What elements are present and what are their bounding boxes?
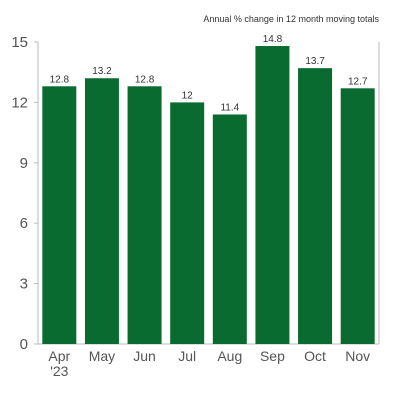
data-label: 13.7 — [305, 56, 325, 67]
x-tick-label: Aug — [217, 348, 242, 364]
x-tick-label: May — [89, 348, 115, 364]
data-label: 12 — [182, 90, 194, 101]
data-label: 12.7 — [348, 76, 368, 87]
x-tick-label: Nov — [345, 348, 370, 364]
y-tick-label: 0 — [20, 336, 28, 353]
data-label: 13.2 — [92, 66, 112, 77]
x-tick-label: '23 — [50, 363, 68, 379]
data-label: 11.4 — [220, 102, 239, 113]
bar — [127, 86, 162, 344]
bar — [298, 68, 333, 344]
data-label: 12.8 — [135, 74, 155, 85]
y-tick-label: 15 — [11, 34, 28, 51]
x-tick-label: Oct — [304, 348, 326, 364]
bar — [255, 46, 290, 344]
bar — [170, 102, 205, 345]
x-tick-label: Jun — [133, 348, 156, 364]
data-label: 12.8 — [50, 74, 70, 85]
chart-subtitle: Annual % change in 12 month moving total… — [203, 14, 379, 24]
plot-area: 0 3 6 9 12 15 12.8 Apr'23 13.2 May 12.8 Jun 12 Jul 11.… — [11, 34, 380, 379]
y-tick-label: 12 — [11, 94, 28, 111]
data-label: 14.8 — [263, 34, 283, 45]
bar — [212, 114, 247, 344]
x-tick-label: Jul — [178, 348, 196, 364]
y-tick-label: 6 — [20, 215, 28, 232]
bar — [42, 86, 77, 344]
y-tick-label: 3 — [20, 276, 28, 293]
y-tick-label: 9 — [20, 155, 28, 172]
bar — [340, 88, 375, 344]
x-tick-label: Sep — [260, 348, 285, 364]
bar — [84, 78, 119, 345]
x-tick-label: Apr — [48, 348, 70, 364]
